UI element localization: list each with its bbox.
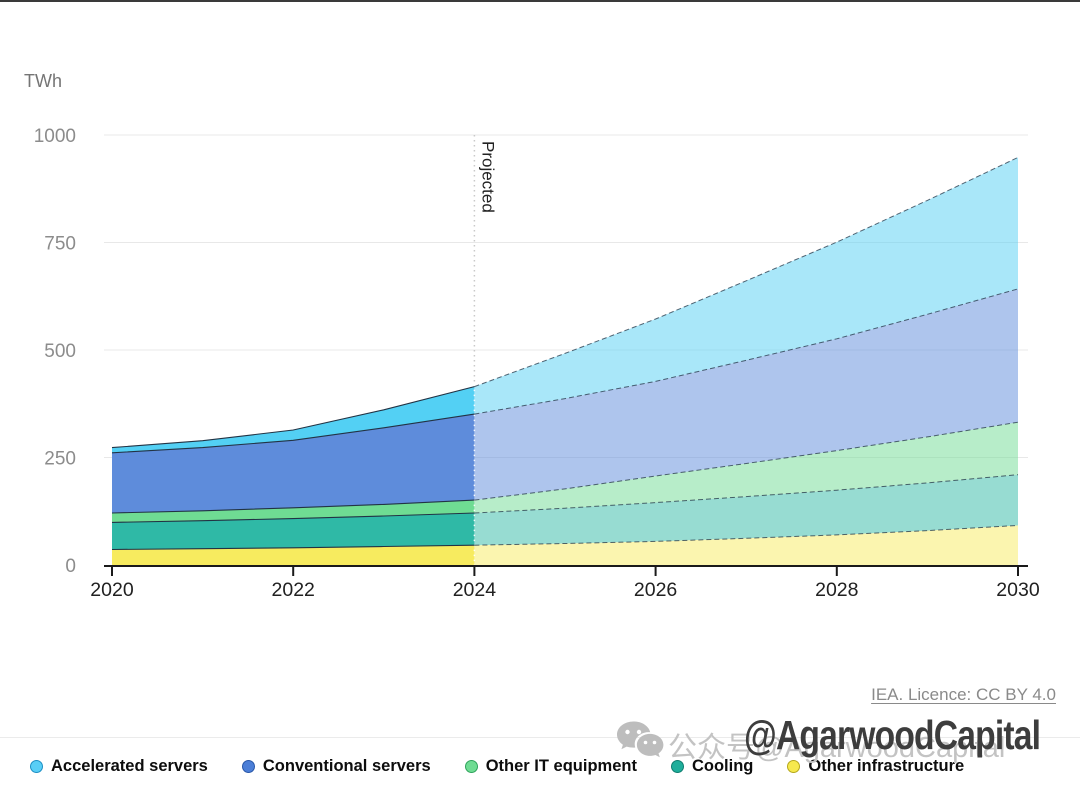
legend-item-conventional-servers[interactable]: Conventional servers — [241, 757, 431, 776]
legend-label: Other infrastructure — [808, 757, 965, 775]
legend-dot-other-infrastructure — [787, 760, 801, 773]
svg-text:750: 750 — [44, 234, 76, 255]
chart-legend: Accelerated servers Conventional servers… — [30, 757, 964, 776]
legend-dot-conventional-servers — [241, 760, 255, 773]
legend-item-other-it-equipment[interactable]: Other IT equipment — [464, 757, 637, 776]
legend-label: Accelerated servers — [51, 757, 208, 775]
legend-item-cooling[interactable]: Cooling — [670, 757, 754, 776]
legend-item-accelerated-servers[interactable]: Accelerated servers — [30, 757, 208, 776]
svg-text:250: 250 — [44, 449, 76, 470]
wechat-icon — [617, 721, 664, 758]
svg-text:500: 500 — [44, 341, 76, 362]
svg-text:1000: 1000 — [34, 126, 76, 147]
legend-dot-other-it-equipment — [464, 760, 478, 773]
svg-text:2020: 2020 — [90, 579, 134, 601]
legend-dot-accelerated-servers — [30, 760, 43, 773]
legend-label: Other IT equipment — [485, 757, 637, 775]
svg-text:2026: 2026 — [634, 579, 677, 601]
attribution-link[interactable]: IEA. Licence: CC BY 4.0 — [871, 685, 1056, 704]
legend-label: Conventional servers — [262, 757, 431, 775]
svg-text:2030: 2030 — [996, 579, 1040, 601]
stacked-area-chart: 0 250 500 750 1000 Projected 2020 2022 2024 2026 2… — [34, 126, 1040, 601]
watermark-bold-text: @AgarwoodCapital — [744, 712, 1041, 758]
svg-text:Projected: Projected — [478, 141, 497, 213]
svg-text:2028: 2028 — [815, 579, 858, 601]
legend-dot-cooling — [670, 760, 684, 773]
legend-item-other-infrastructure[interactable]: Other infrastructure — [787, 757, 964, 776]
y-axis-unit-label: TWh — [24, 71, 62, 91]
svg-text:0: 0 — [65, 556, 76, 577]
window-top-border — [0, 0, 1080, 2]
svg-text:2022: 2022 — [272, 579, 315, 601]
footer-divider — [0, 737, 1080, 738]
svg-text:2024: 2024 — [453, 579, 497, 601]
legend-label: Cooling — [691, 757, 754, 775]
